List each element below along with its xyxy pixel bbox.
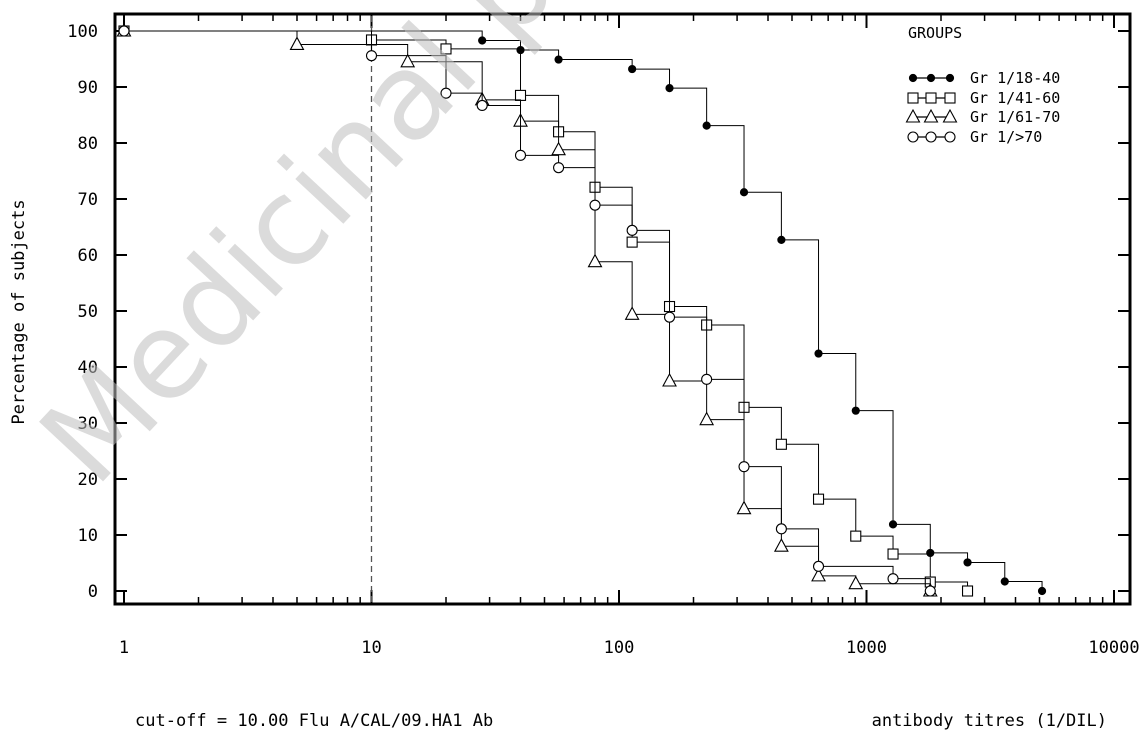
y-tick-label: 80 (78, 134, 98, 154)
y-tick-label: 50 (78, 302, 98, 322)
data-point (665, 84, 674, 93)
data-point (626, 224, 638, 236)
legend-marker (942, 108, 958, 123)
x-tick-label: 10 (361, 638, 381, 658)
data-point (478, 36, 487, 45)
x-tick-label: 10000 (1088, 638, 1139, 658)
data-point (777, 235, 786, 244)
legend-marker (945, 73, 955, 83)
data-point (553, 162, 565, 174)
data-point (773, 538, 789, 552)
cutoff-footer-label: cut-off = 10.00 Flu A/CAL/09.HA1 Ab (135, 711, 493, 731)
data-point (624, 306, 640, 320)
data-point (961, 585, 974, 597)
legend-marker (908, 73, 918, 83)
data-point (551, 141, 567, 156)
y-tick-label: 30 (78, 414, 98, 434)
legend-label: Gr 1/18-40 (970, 69, 1060, 87)
data-point (289, 36, 305, 50)
data-point (851, 406, 860, 415)
series-step-line (124, 30, 969, 591)
data-point (850, 530, 862, 542)
legend-marker (926, 73, 936, 83)
legend-marker (925, 92, 937, 104)
data-point (888, 520, 898, 529)
legend-label: Gr 1/61-70 (970, 108, 1060, 126)
data-point (701, 373, 713, 385)
data-point (400, 53, 416, 68)
data-point (662, 372, 677, 387)
x-tick-label: 1000 (846, 638, 887, 658)
y-tick-label: 60 (78, 246, 98, 266)
data-point (440, 87, 452, 99)
legend-label: Gr 1/41-60 (970, 89, 1060, 107)
legend-marker (907, 92, 919, 104)
legend-marker (905, 108, 921, 123)
data-point (1000, 577, 1009, 586)
y-tick-label: 0 (88, 582, 98, 602)
data-point (775, 523, 787, 535)
data-point (589, 199, 601, 211)
legend-marker (907, 131, 919, 143)
data-point (739, 188, 749, 197)
y-tick-label: 70 (78, 190, 98, 210)
data-point (365, 50, 378, 62)
legend-marker (944, 92, 956, 104)
y-tick-label: 20 (78, 470, 98, 490)
data-point (848, 575, 864, 590)
data-point (887, 548, 899, 560)
series-step-line (124, 30, 1043, 591)
series-4 (118, 25, 936, 597)
y-tick-label: 100 (67, 22, 98, 42)
data-point (811, 567, 826, 582)
data-point (814, 349, 823, 358)
data-point (924, 585, 936, 597)
data-point (440, 43, 452, 55)
data-point (514, 149, 527, 161)
data-point (887, 573, 899, 585)
legend-label: Gr 1/>70 (970, 128, 1042, 146)
data-point (738, 461, 750, 473)
data-point (775, 438, 787, 450)
y-tick-label: 40 (78, 358, 98, 378)
x-tick-label: 1 (119, 638, 129, 658)
data-point (554, 55, 563, 64)
legend-marker (944, 131, 956, 143)
data-point (699, 411, 715, 426)
data-point (514, 89, 527, 101)
legend-marker (923, 108, 939, 123)
data-point (1037, 586, 1047, 596)
data-point (663, 311, 676, 323)
series-1 (119, 26, 1047, 596)
data-point (812, 560, 825, 572)
data-point (812, 493, 825, 505)
data-point (702, 121, 711, 130)
y-tick-label: 10 (78, 526, 98, 546)
x-tick-label: 100 (604, 638, 635, 658)
data-point (118, 25, 130, 37)
x-axis-label: antibody titres (1/DIL) (872, 711, 1107, 731)
legend-title: GROUPS (908, 24, 962, 42)
data-point (587, 253, 603, 268)
y-tick-label: 90 (78, 78, 98, 98)
data-point (963, 558, 972, 567)
plot-frame (113, 12, 1132, 606)
y-axis-label: Percentage of subjects (9, 199, 29, 424)
data-point (476, 99, 488, 112)
data-point (628, 64, 637, 74)
data-point (626, 236, 638, 248)
watermark-text: Medicinal product (15, 0, 846, 510)
data-point (736, 500, 752, 515)
legend-marker (925, 131, 937, 143)
